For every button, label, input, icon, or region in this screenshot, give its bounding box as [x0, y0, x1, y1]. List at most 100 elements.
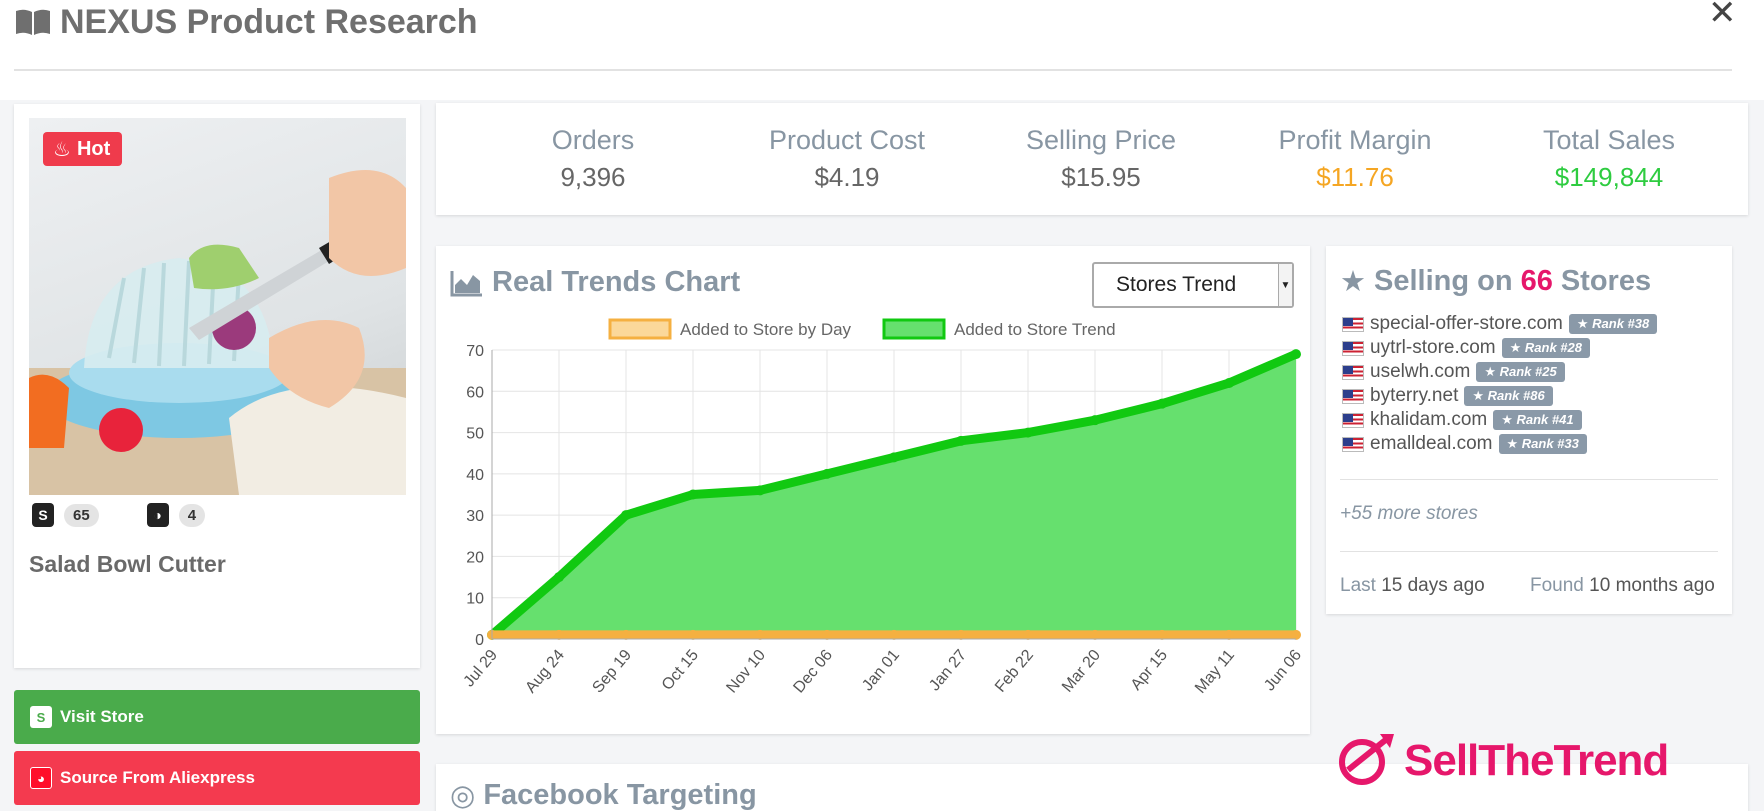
us-flag-icon — [1342, 316, 1364, 332]
hot-badge: ♨ Hot — [43, 132, 123, 166]
y-tick-label: 20 — [466, 549, 484, 566]
product-name: Salad Bowl Cutter — [29, 551, 226, 577]
trend-type-select[interactable]: Stores Trend ▼ — [1092, 262, 1294, 308]
rank-badge: ★ Rank #38 — [1568, 314, 1658, 334]
stat-selling-price: Selling Price $15.95 — [974, 103, 1228, 215]
x-tick-label: Nov 10 — [723, 647, 769, 697]
stat-value: $15.95 — [1061, 162, 1141, 192]
trends-chart-card: Real Trends Chart Stores Trend ▼ Added t… — [436, 246, 1310, 734]
facebook-targeting-card: ◎ Facebook Targeting — [436, 764, 1748, 811]
data-point — [1090, 415, 1100, 426]
data-point — [1224, 378, 1234, 389]
platform-counts: S 65 ◑ 4 — [32, 503, 206, 527]
data-point — [822, 468, 832, 479]
data-point — [889, 452, 899, 463]
data-point — [1090, 629, 1100, 640]
book-icon — [16, 9, 50, 35]
target-icon: ◎ — [450, 780, 476, 811]
shopify-bag-icon: S — [30, 706, 52, 728]
visit-store-button[interactable]: S Visit Store — [14, 690, 420, 744]
title-divider — [14, 69, 1732, 71]
more-stores-link[interactable]: +55 more stores — [1340, 503, 1478, 524]
rank-badge: ★ Rank #28 — [1501, 338, 1590, 358]
last-seen: Last 15 days ago — [1340, 575, 1485, 596]
stat-value: 9,396 — [560, 162, 626, 192]
data-point — [1023, 427, 1033, 438]
stats-card: Orders 9,396 Product Cost $4.19 Selling … — [436, 103, 1748, 215]
data-point — [956, 435, 966, 446]
stores-card: ★ Selling on 66 Stores special-offer-sto… — [1326, 246, 1732, 614]
first-found: Found 10 months ago — [1530, 575, 1715, 596]
y-tick-label: 40 — [466, 467, 484, 484]
store-link[interactable]: uselwh.com — [1370, 361, 1471, 382]
stat-total-sales: Total Sales $149,844 — [1482, 103, 1736, 215]
data-point — [1023, 629, 1033, 640]
page-title: NEXUS Product Research — [14, 2, 478, 42]
store-row: khalidam.com ★ Rank #41 — [1342, 408, 1657, 432]
store-row: uselwh.com ★ Rank #25 — [1342, 360, 1657, 384]
store-link[interactable]: uytrl-store.com — [1370, 337, 1496, 358]
data-point — [956, 629, 966, 640]
x-tick-label: Jul 29 — [461, 647, 502, 691]
data-point — [1157, 629, 1167, 640]
data-point — [688, 629, 698, 640]
us-flag-icon — [1342, 340, 1364, 356]
y-tick-label: 50 — [466, 426, 484, 443]
brand-mark-icon — [1339, 734, 1394, 785]
brand-logo: SellTheTrend — [1338, 730, 1669, 786]
x-tick-label: Sep 19 — [589, 647, 635, 697]
data-point — [755, 629, 765, 640]
y-tick-label: 70 — [466, 343, 484, 360]
close-icon[interactable]: ✕ — [1708, 0, 1737, 32]
us-flag-icon — [1342, 388, 1364, 404]
area-chart-icon — [450, 270, 482, 296]
x-tick-label: May 11 — [1192, 647, 1238, 697]
salad-bowl-cutter-photo — [29, 170, 406, 495]
store-link[interactable]: special-offer-store.com — [1370, 313, 1563, 334]
product-image[interactable]: ♨ Hot — [29, 118, 406, 495]
store-row: emalldeal.com ★ Rank #33 — [1342, 432, 1657, 456]
stat-value: $149,844 — [1554, 162, 1664, 192]
us-flag-icon — [1342, 364, 1364, 380]
y-tick-label: 30 — [466, 508, 484, 525]
data-point — [621, 510, 631, 521]
rank-badge: ★ Rank #86 — [1464, 386, 1553, 406]
store-row: byterry.net ★ Rank #86 — [1342, 384, 1657, 408]
top-bar: NEXUS Product Research ✕ — [0, 0, 1764, 100]
stat-product-cost: Product Cost $4.19 — [720, 103, 974, 215]
facebook-targeting-title: ◎ Facebook Targeting — [450, 779, 757, 811]
source-aliexpress-button[interactable]: ◕ Source From Aliexpress — [14, 751, 420, 805]
y-tick-label: 10 — [466, 591, 484, 608]
data-point — [1224, 629, 1234, 640]
divider — [1340, 479, 1718, 480]
aliexpress-count: 4 — [178, 503, 206, 527]
flame-icon: ♨ — [53, 138, 71, 161]
star-icon: ★ — [1340, 266, 1366, 298]
x-tick-label: Apr 15 — [1128, 647, 1171, 694]
data-point — [889, 629, 899, 640]
stat-value: $11.76 — [1316, 162, 1394, 192]
store-link[interactable]: khalidam.com — [1370, 409, 1488, 430]
stat-profit-margin: Profit Margin $11.76 — [1228, 103, 1482, 215]
rank-badge: ★ Rank #33 — [1498, 434, 1587, 454]
data-point — [1291, 629, 1301, 640]
x-tick-label: Aug 24 — [522, 647, 568, 697]
x-tick-label: Mar 20 — [1059, 647, 1104, 696]
aliexpress-icon: ◑ — [146, 503, 169, 527]
store-link[interactable]: emalldeal.com — [1370, 433, 1493, 454]
store-link[interactable]: byterry.net — [1370, 385, 1459, 406]
divider — [1340, 551, 1718, 552]
y-tick-label: 0 — [475, 632, 484, 649]
us-flag-icon — [1342, 436, 1364, 452]
brand-text: SellTheTrend — [1404, 736, 1669, 785]
page-title-text: NEXUS Product Research — [60, 2, 478, 41]
data-point — [621, 629, 631, 640]
y-tick-label: 60 — [466, 384, 484, 401]
aliexpress-bag-icon: ◕ — [30, 767, 52, 789]
chart-title: Real Trends Chart — [450, 266, 740, 299]
data-point — [554, 572, 564, 583]
data-point — [822, 629, 832, 640]
legend-label: Added to Store by Day — [680, 320, 852, 339]
legend-label: Added to Store Trend — [954, 320, 1116, 339]
shopify-count: 65 — [64, 503, 99, 527]
